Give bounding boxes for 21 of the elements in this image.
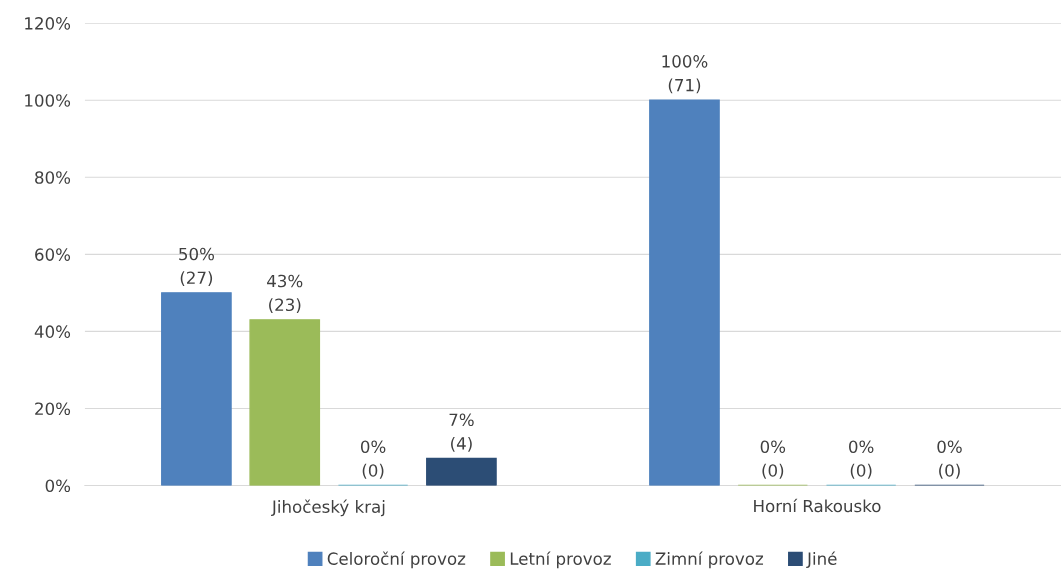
y-tick-label: 0% (45, 479, 71, 493)
y-tick-label: 120% (25, 17, 71, 30)
x-tick-label: Jihočeský kraj (271, 499, 385, 517)
data-label: 0% (0) (937, 440, 962, 479)
legend-label: Celoroční provoz (327, 551, 466, 569)
legend-label: Zimní provoz (655, 551, 764, 569)
y-tick-label: 100% (25, 94, 71, 107)
data-label: 0% (0) (360, 440, 386, 479)
data-label: 0% (0) (849, 440, 874, 479)
data-label: 0% (0) (760, 440, 786, 479)
y-tick-label: 40% (34, 325, 71, 338)
data-label: 50% (27) (179, 247, 214, 287)
y-tick-label: 80% (35, 171, 71, 184)
legend-label: Jiné (806, 551, 837, 569)
legend-label: Letní provoz (510, 551, 611, 569)
y-tick-label: 60% (35, 248, 71, 261)
data-label: 100% (71) (662, 55, 708, 94)
x-tick-label: Horní Rakousko (754, 498, 881, 513)
y-tick-label: 20% (35, 402, 71, 416)
data-label: 43% (23) (267, 274, 303, 313)
data-label: 7% (4) (449, 413, 474, 452)
